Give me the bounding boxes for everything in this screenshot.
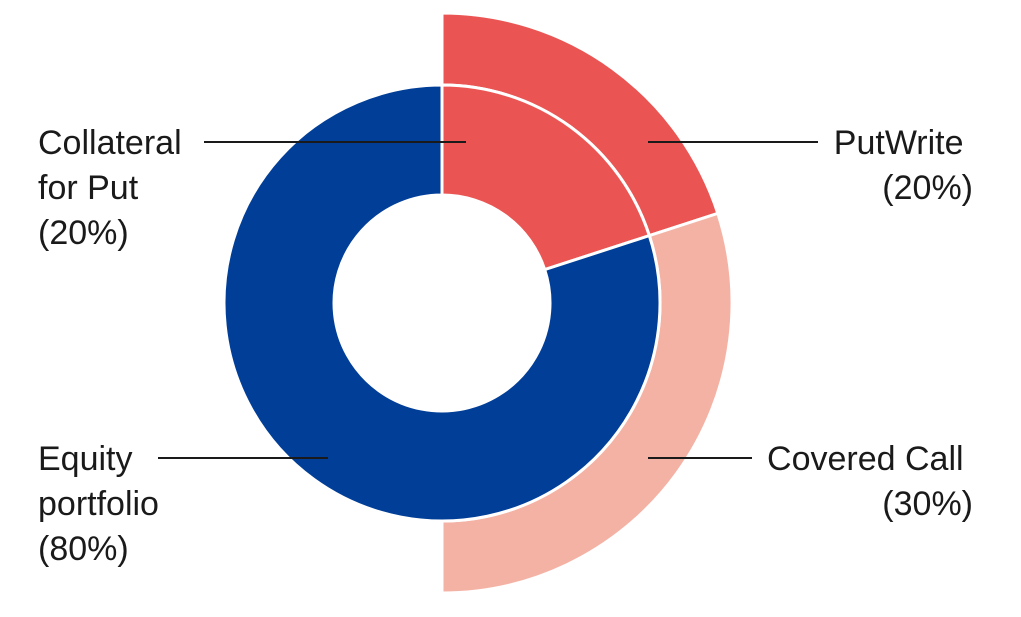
slice-inner-collateral xyxy=(440,83,652,272)
label-collateral-line-3: (20%) xyxy=(38,214,129,252)
label-covered-call-line-2: (30%) xyxy=(882,485,973,523)
label-covered-call-line-1: Covered Call xyxy=(767,440,964,478)
label-covered-call: Covered Call (30%) xyxy=(767,440,973,523)
label-equity-line-1: Equity xyxy=(38,440,133,478)
labels-layer: Collateral for Put (20%) Equity portfoli… xyxy=(38,124,973,568)
leader-lines-layer xyxy=(158,141,818,459)
label-equity-line-3: (80%) xyxy=(38,530,129,568)
slices-layer xyxy=(222,11,734,595)
label-putwrite: PutWrite (20%) xyxy=(834,124,973,207)
label-putwrite-line-2: (20%) xyxy=(882,169,973,207)
label-collateral-line-1: Collateral xyxy=(38,124,182,162)
label-collateral-line-2: for Put xyxy=(38,169,139,207)
label-collateral-for-put: Collateral for Put (20%) xyxy=(38,124,191,252)
slice-inner-equity xyxy=(222,83,662,523)
label-equity-portfolio: Equity portfolio (80%) xyxy=(38,440,168,568)
label-putwrite-line-1: PutWrite xyxy=(834,124,964,162)
label-equity-line-2: portfolio xyxy=(38,485,159,523)
